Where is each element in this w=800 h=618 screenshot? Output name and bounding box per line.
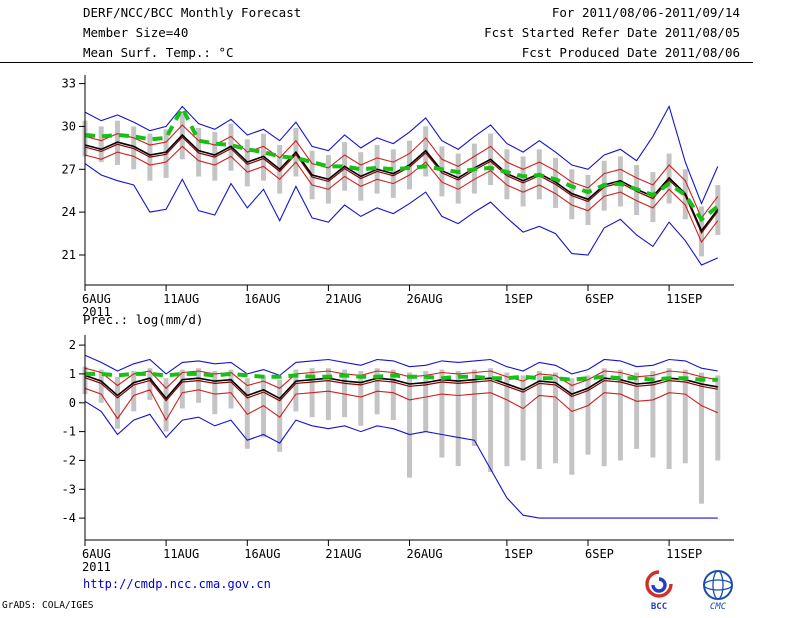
svg-text:11SEP: 11SEP — [666, 292, 702, 306]
svg-text:2011: 2011 — [82, 560, 111, 574]
svg-text:11SEP: 11SEP — [666, 547, 702, 561]
logos-svg: BCC CMC — [645, 570, 733, 612]
svg-text:-1: -1 — [62, 425, 76, 439]
precip-panel-label: Prec.: log(mm/d) — [83, 312, 204, 327]
header-row-3: Mean Surf. Temp.: °C Fcst Produced Date … — [83, 46, 740, 60]
svg-text:1SEP: 1SEP — [504, 292, 533, 306]
temperature-chart: 21 24 27 30 33 6AUG 11AUG 16AUG 21AUG 26AUG 1SEP 6S… — [62, 75, 734, 316]
svg-text:2: 2 — [69, 338, 76, 352]
svg-text:30: 30 — [62, 119, 76, 133]
header-divider — [0, 62, 753, 63]
svg-text:11AUG: 11AUG — [163, 547, 199, 561]
temp-panel-label: Mean Surf. Temp.: °C — [83, 45, 234, 60]
header-row-1: DERF/NCC/BCC Monthly Forecast For 2011/0… — [83, 6, 740, 20]
svg-text:-3: -3 — [62, 482, 76, 496]
svg-text:26AUG: 26AUG — [407, 547, 443, 561]
svg-text:21AUG: 21AUG — [325, 547, 361, 561]
svg-text:2011: 2011 — [82, 305, 111, 316]
svg-text:11AUG: 11AUG — [163, 292, 199, 306]
bcc-logo: BCC — [645, 570, 673, 612]
member-size-label: Member Size=40 — [83, 25, 189, 40]
svg-text:21: 21 — [62, 248, 76, 262]
svg-text:6SEP: 6SEP — [585, 547, 614, 561]
forecast-range: For 2011/08/06-2011/09/14 — [551, 5, 740, 20]
footer-logos: BCC CMC — [638, 566, 748, 616]
cma-logo: CMC — [703, 570, 733, 612]
svg-text:-2: -2 — [62, 453, 76, 467]
svg-text:24: 24 — [62, 205, 76, 219]
svg-text:6SEP: 6SEP — [585, 292, 614, 306]
header-row-2: Member Size=40 Fcst Started Refer Date 2… — [83, 26, 740, 40]
svg-text:0: 0 — [69, 396, 76, 410]
svg-text:6AUG: 6AUG — [82, 547, 111, 561]
svg-text:1SEP: 1SEP — [504, 547, 533, 561]
svg-text:33: 33 — [62, 77, 76, 91]
page-title: DERF/NCC/BCC Monthly Forecast — [83, 5, 302, 20]
svg-text:6AUG: 6AUG — [82, 292, 111, 306]
svg-text:26AUG: 26AUG — [407, 292, 443, 306]
source-url-link[interactable]: http://cmdp.ncc.cma.gov.cn — [83, 577, 271, 591]
precipitation-chart: 2 1 0 -1 -2 -3 -4 6AUG 11AUG 16AUG 21AUG 26AUG 1SEP 6… — [62, 335, 734, 574]
refer-date-label: Fcst Started Refer Date 2011/08/05 — [484, 25, 740, 40]
grads-credit: GrADS: COLA/IGES — [2, 600, 94, 611]
svg-text:16AUG: 16AUG — [244, 292, 280, 306]
svg-text:1: 1 — [69, 367, 76, 381]
svg-text:27: 27 — [62, 162, 76, 176]
svg-text:-4: -4 — [62, 511, 76, 525]
svg-text:16AUG: 16AUG — [244, 547, 280, 561]
cma-logo-text: CMC — [710, 602, 727, 612]
svg-text:21AUG: 21AUG — [325, 292, 361, 306]
produced-date-label: Fcst Produced Date 2011/08/06 — [521, 45, 740, 60]
bcc-logo-text: BCC — [651, 602, 667, 612]
